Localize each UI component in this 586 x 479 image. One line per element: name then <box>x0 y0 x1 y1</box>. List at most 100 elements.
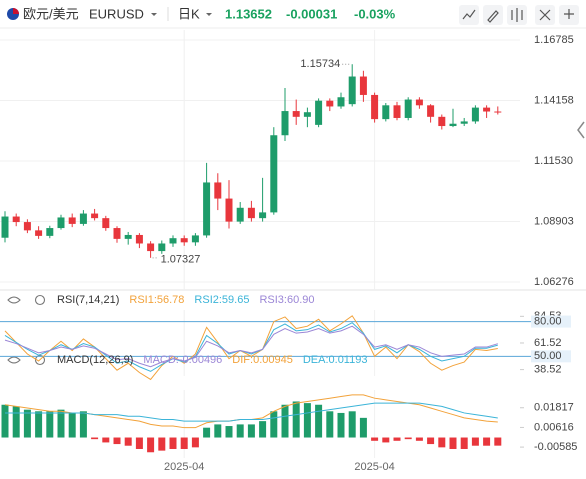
histogram-bar <box>315 404 323 438</box>
histogram-bar <box>191 437 199 448</box>
candle-body <box>303 112 311 117</box>
candle-body <box>91 213 99 219</box>
histogram-bar <box>303 403 311 438</box>
candle-body <box>315 100 323 125</box>
legend-entry: RSI2:59.65 <box>194 294 249 306</box>
fullscreen-icon <box>539 9 551 21</box>
histogram-bar <box>460 437 468 449</box>
candle-body <box>247 207 255 219</box>
candle-body <box>427 105 435 117</box>
candle-body <box>393 105 401 118</box>
histogram-bar <box>247 424 255 438</box>
candle-body <box>359 76 367 95</box>
candle-body <box>337 97 345 107</box>
indicator-line <box>5 402 498 422</box>
settings-icon <box>511 8 523 22</box>
histogram-bar <box>158 437 166 451</box>
candle-body <box>415 99 423 106</box>
candle-body <box>494 111 502 113</box>
candle-body <box>12 216 20 223</box>
x-tick-label: 2025-04 <box>354 461 394 473</box>
indicator-button[interactable] <box>459 5 479 25</box>
histogram-bar <box>449 437 457 449</box>
candle-body <box>79 213 87 224</box>
histogram-bar <box>225 426 233 438</box>
histogram-bar <box>270 411 278 438</box>
candle-body <box>382 105 390 120</box>
candle-body <box>1 216 9 238</box>
candle-body <box>135 234 143 244</box>
candle-body <box>203 182 211 236</box>
y-tick-label: 0.01817 <box>534 402 574 414</box>
candle-body <box>259 212 267 219</box>
collapse-arrow[interactable] <box>577 121 585 139</box>
histogram-bar <box>359 417 367 438</box>
candle-body <box>68 217 76 224</box>
panel-title: RSI(7,14,21) <box>57 294 119 306</box>
histogram-bar <box>79 411 87 438</box>
histogram-bar <box>471 437 479 446</box>
histogram-bar <box>292 401 300 438</box>
histogram-bar <box>102 437 110 443</box>
candle-body <box>404 99 412 118</box>
last-price: 1.13652 <box>225 6 272 21</box>
period[interactable]: 日K <box>178 6 200 21</box>
y-tick-label: 38.52 <box>534 364 562 376</box>
histogram-bar <box>427 437 435 445</box>
histogram-bar <box>382 437 390 443</box>
histogram-bar <box>124 437 132 446</box>
histogram-bar <box>113 437 121 445</box>
candle-body <box>113 228 121 239</box>
pair-symbol[interactable]: EURUSD <box>89 6 144 21</box>
candle-body <box>326 100 334 107</box>
candle-body <box>147 243 155 252</box>
candle-body <box>46 228 54 236</box>
histogram-bar <box>236 424 244 438</box>
indicator-line <box>4 322 498 372</box>
histogram-bar <box>438 437 446 448</box>
low-annotation: 1.07327 <box>161 254 201 266</box>
histogram-bar <box>348 411 356 438</box>
histogram-bar <box>23 409 31 438</box>
x-tick-label: 2025-04 <box>164 461 204 473</box>
histogram-bar <box>214 424 222 438</box>
eye-icon[interactable] <box>7 356 21 364</box>
candle-body <box>471 107 479 122</box>
y-tick-label: 1.11530 <box>534 155 573 167</box>
histogram-bar <box>1 404 9 438</box>
pair-name[interactable]: 欧元/美元 <box>23 6 79 21</box>
indicator-icon <box>462 9 476 20</box>
high-annotation: 1.15734 <box>300 58 340 70</box>
legend-entry: MACD:-0.00496 <box>143 354 222 366</box>
histogram-bar <box>169 437 177 449</box>
candle-body <box>225 198 233 222</box>
indicator-line <box>4 315 498 381</box>
y-tick-label: 1.14158 <box>534 94 574 106</box>
histogram-bar <box>57 409 65 438</box>
histogram-bar <box>494 437 502 446</box>
flag-icon-part <box>13 8 19 14</box>
histogram-bar <box>91 437 99 440</box>
price-change-pct: -0.03% <box>354 6 396 21</box>
legend-entry: DEA:0.01193 <box>303 354 368 366</box>
indicator-line <box>4 394 498 429</box>
gear-icon[interactable] <box>34 354 46 366</box>
histogram-bar <box>371 437 379 441</box>
panel-title: MACD(12,26,9) <box>57 354 133 366</box>
y-tick-label: 61.52 <box>534 337 562 349</box>
reference-label: 80.00 <box>534 315 562 327</box>
candle-body <box>348 76 356 105</box>
dropdown-arrow[interactable] <box>206 13 212 16</box>
dropdown-arrow[interactable] <box>151 13 157 16</box>
histogram-bar <box>12 406 20 438</box>
candle-body <box>438 116 446 127</box>
eye-icon[interactable] <box>7 296 21 304</box>
gear-icon[interactable] <box>34 294 46 306</box>
histogram-bar <box>46 411 54 438</box>
candle-body <box>483 107 491 112</box>
legend-entry: RSI1:56.78 <box>129 294 184 306</box>
histogram-bar <box>68 412 76 438</box>
histogram-bar <box>147 437 155 453</box>
reference-label: 50.00 <box>534 350 562 362</box>
